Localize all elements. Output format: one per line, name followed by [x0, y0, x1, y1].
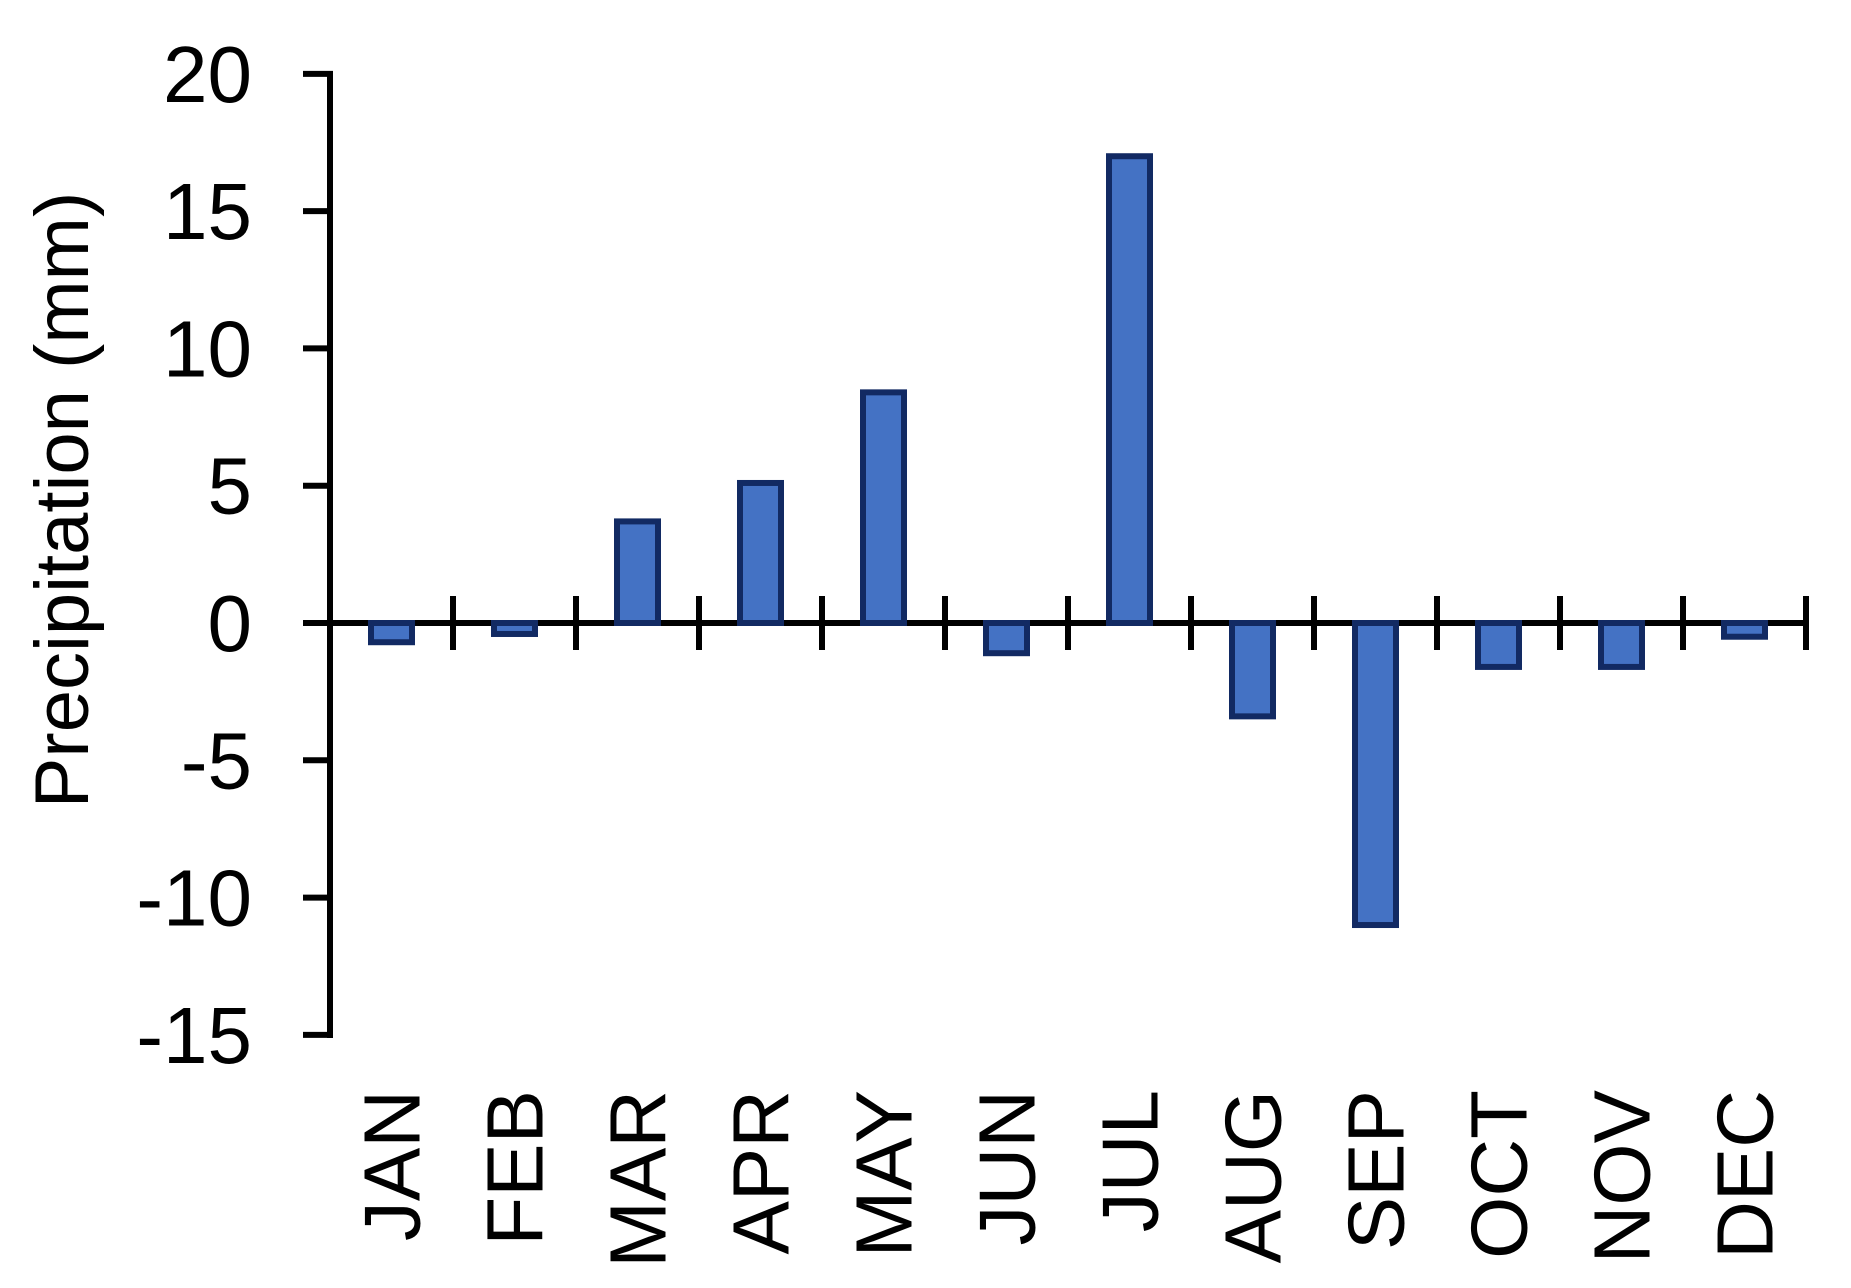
- x-category-label: NOV: [1578, 1089, 1667, 1263]
- x-category-label: FEB: [471, 1090, 560, 1246]
- x-category-label: MAR: [594, 1090, 683, 1268]
- y-tick-label: -15: [136, 991, 252, 1080]
- y-axis-title: Precipitation (mm): [20, 192, 105, 809]
- y-tick-label: 15: [163, 167, 252, 256]
- bar-dec: [1721, 620, 1768, 640]
- bar-apr: [737, 479, 784, 626]
- bar-aug: [1229, 620, 1276, 720]
- x-category-label: MAY: [840, 1090, 929, 1257]
- x-category-label: OCT: [1455, 1090, 1544, 1259]
- bar-nov: [1598, 620, 1645, 670]
- bar-jul: [1106, 153, 1153, 626]
- y-tick-label: -10: [136, 854, 252, 943]
- x-category-label: JUL: [1086, 1090, 1175, 1232]
- bar-jan: [368, 620, 415, 646]
- x-category-label: JAN: [348, 1090, 437, 1241]
- x-category-label: SEP: [1332, 1090, 1421, 1250]
- y-tick-label: -5: [181, 716, 252, 805]
- bar-may: [860, 389, 907, 626]
- y-tick-label: 5: [208, 442, 253, 531]
- x-category-label: DEC: [1701, 1090, 1790, 1259]
- x-category-label: JUN: [963, 1090, 1052, 1246]
- x-category-label: AUG: [1209, 1090, 1298, 1263]
- y-tick-label: 0: [208, 579, 253, 668]
- bar-mar: [614, 518, 661, 626]
- bar-feb: [491, 620, 538, 637]
- bar-jun: [983, 620, 1030, 657]
- y-tick-label: 10: [163, 304, 252, 393]
- x-category-label: APR: [717, 1090, 806, 1255]
- bar-sep: [1352, 620, 1399, 929]
- y-tick-label: 20: [163, 30, 252, 119]
- bar-oct: [1475, 620, 1522, 670]
